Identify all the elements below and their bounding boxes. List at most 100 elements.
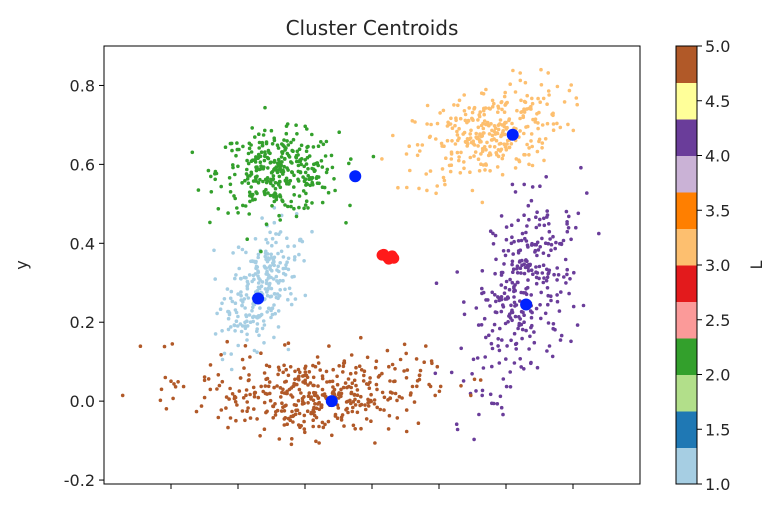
scatter-point — [259, 284, 264, 289]
scatter-point — [262, 371, 267, 375]
scatter-point — [535, 365, 540, 370]
scatter-point — [242, 275, 247, 280]
scatter-point — [232, 323, 237, 328]
scatter-point — [286, 341, 291, 346]
scatter-point — [373, 365, 378, 370]
scatter-point — [441, 175, 446, 180]
scatter-point — [410, 384, 415, 389]
colorbar-swatch — [676, 155, 697, 193]
scatter-point — [220, 329, 224, 333]
scatter-point — [259, 351, 263, 356]
scatter-point — [120, 393, 125, 398]
scatter-point — [430, 361, 434, 366]
scatter-point — [522, 213, 526, 217]
scatter-point — [292, 173, 296, 178]
scatter-point — [557, 309, 562, 313]
scatter-point — [555, 293, 559, 297]
scatter-point — [208, 363, 213, 367]
scatter-point — [304, 373, 309, 378]
scatter-point — [285, 166, 289, 170]
scatter-point — [226, 316, 231, 321]
scatter-point — [240, 357, 245, 362]
scatter-point — [351, 405, 355, 410]
scatter-point — [459, 346, 464, 351]
scatter-point — [555, 266, 559, 270]
scatter-point — [289, 386, 294, 390]
scatter-point — [273, 191, 277, 195]
scatter-point — [369, 392, 373, 397]
scatter-point — [518, 71, 522, 75]
scatter-point — [202, 375, 207, 379]
scatter-point — [296, 177, 300, 182]
scatter-point — [385, 348, 390, 353]
scatter-point — [282, 164, 287, 169]
scatter-point — [518, 266, 523, 271]
scatter-point — [301, 374, 305, 378]
scatter-point — [270, 268, 274, 273]
scatter-point — [265, 293, 270, 298]
scatter-point — [250, 158, 255, 162]
scatter-point — [342, 424, 346, 428]
scatter-point — [535, 253, 539, 258]
scatter-point — [317, 407, 322, 412]
scatter-point — [250, 259, 255, 263]
scatter-point — [532, 330, 536, 334]
scatter-point — [311, 182, 315, 187]
scatter-point — [449, 157, 454, 161]
scatter-point — [331, 367, 336, 372]
scatter-point — [236, 245, 241, 249]
scatter-point — [231, 163, 235, 167]
scatter-point — [435, 364, 440, 369]
scatter-point — [304, 162, 309, 166]
scatter-point — [540, 236, 544, 241]
scatter-point — [525, 224, 529, 228]
scatter-point — [243, 306, 247, 310]
scatter-point — [264, 140, 269, 144]
scatter-point — [487, 333, 491, 338]
scatter-point — [254, 168, 259, 173]
scatter-point — [522, 107, 526, 111]
scatter-point — [480, 388, 485, 393]
scatter-point — [490, 128, 494, 133]
scatter-point — [286, 143, 291, 147]
scatter-point — [245, 237, 249, 241]
scatter-point — [306, 383, 310, 387]
scatter-point — [242, 297, 247, 301]
scatter-point — [280, 401, 284, 406]
scatter-point — [327, 344, 331, 348]
scatter-point — [217, 383, 222, 388]
scatter-point — [275, 143, 280, 147]
scatter-point — [462, 300, 466, 304]
scatter-point — [372, 398, 377, 402]
scatter-point — [457, 158, 461, 163]
scatter-point — [480, 393, 485, 398]
scatter-point — [429, 122, 433, 127]
scatter-point — [332, 387, 337, 392]
scatter-point — [495, 152, 499, 157]
scatter-point — [374, 382, 379, 387]
scatter-point — [286, 256, 291, 261]
scatter-point — [494, 299, 498, 304]
scatter-point — [233, 400, 238, 404]
scatter-point — [311, 424, 316, 429]
scatter-point — [209, 174, 213, 179]
scatter-point — [162, 344, 167, 349]
scatter-point — [365, 355, 370, 360]
scatter-point — [501, 377, 506, 381]
scatter-point — [320, 387, 325, 392]
scatter-point — [277, 213, 281, 218]
scatter-point — [374, 359, 379, 364]
scatter-point — [247, 212, 251, 216]
colorbar-tick-label: 2.0 — [705, 366, 730, 385]
y-tick-label: 0.0 — [70, 392, 95, 411]
colorbar-swatch — [676, 301, 697, 339]
scatter-point — [282, 363, 286, 368]
scatter-point — [295, 408, 300, 413]
scatter-point — [520, 231, 525, 236]
scatter-point — [543, 137, 548, 141]
scatter-point — [258, 434, 262, 438]
scatter-point — [238, 376, 243, 380]
scatter-point — [294, 403, 299, 408]
scatter-point — [298, 170, 303, 174]
scatter-point — [259, 384, 264, 389]
